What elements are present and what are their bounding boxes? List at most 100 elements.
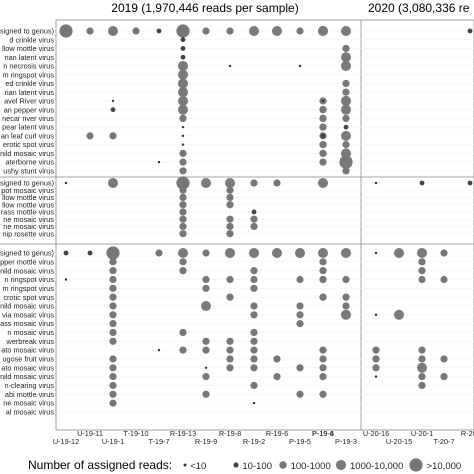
row-label: rass mottle virus <box>1 208 54 217</box>
data-point <box>179 114 187 122</box>
row-label: d crinkle virus <box>9 35 54 44</box>
data-point <box>250 311 258 319</box>
data-point <box>157 160 161 164</box>
row-label: crotic spot virus <box>3 293 54 302</box>
legend-swatch <box>183 463 187 467</box>
data-point <box>372 346 380 354</box>
data-point <box>341 248 351 258</box>
data-point <box>250 179 258 187</box>
data-point <box>418 381 426 390</box>
data-point <box>341 104 351 115</box>
data-point <box>109 132 117 140</box>
data-point <box>202 249 210 257</box>
row-label: n necrosis virus <box>3 62 54 71</box>
data-point <box>176 24 190 38</box>
data-point <box>179 201 187 209</box>
data-point <box>109 381 117 390</box>
x-tick-label: T-20-7 <box>433 437 454 446</box>
row-label: pear latent virus <box>2 123 54 132</box>
data-point <box>319 373 327 381</box>
data-point <box>319 114 327 122</box>
data-point <box>296 275 304 284</box>
data-point <box>250 215 258 223</box>
data-point <box>63 250 69 256</box>
data-point <box>374 181 378 185</box>
data-point <box>418 275 426 284</box>
data-point <box>109 267 117 275</box>
data-point <box>109 390 117 398</box>
row-label: erotic spot virus <box>3 140 54 149</box>
panel-dividers <box>0 176 474 245</box>
data-point <box>178 69 188 80</box>
data-point <box>202 27 210 35</box>
data-point <box>341 148 351 159</box>
row-label: nild mosaic virus <box>0 149 54 158</box>
row-label: ne mosaic virus <box>3 399 54 408</box>
data-point <box>273 179 281 187</box>
data-point <box>341 60 351 71</box>
legend-label: 10-100 <box>242 461 272 472</box>
row-label: ssigned to genus) <box>0 27 54 36</box>
row-label: an leaf curl virus <box>1 131 54 140</box>
data-point <box>179 258 187 266</box>
data-point <box>273 373 281 381</box>
data-point <box>226 201 234 209</box>
data-point <box>318 248 328 258</box>
data-point <box>440 249 448 257</box>
data-point <box>341 52 351 63</box>
data-point <box>109 337 117 345</box>
data-point <box>296 311 304 319</box>
data-point <box>226 293 234 301</box>
row-label: al mosaic virus <box>6 408 55 417</box>
legend-swatch <box>279 461 287 469</box>
data-point <box>341 309 351 320</box>
data-point <box>225 178 235 188</box>
data-point <box>341 130 351 141</box>
legend-swatch <box>233 462 239 468</box>
data-point <box>419 180 425 186</box>
data-point <box>394 248 404 258</box>
x-tick-label: U-19-11 <box>77 429 103 438</box>
data-point <box>418 355 426 363</box>
data-point <box>109 320 117 328</box>
data-point <box>372 364 380 372</box>
data-point <box>179 208 187 216</box>
data-point <box>319 258 327 266</box>
data-point <box>318 178 328 188</box>
data-point <box>319 293 327 301</box>
x-tick-label: R-19-13 <box>170 429 196 438</box>
data-point <box>179 193 187 202</box>
row-label: abi mottle virus <box>5 390 54 399</box>
data-point <box>467 28 473 34</box>
row-label: pper mottle virus <box>0 257 54 266</box>
row-label: aterborne virus <box>5 158 54 167</box>
data-point <box>86 132 94 140</box>
data-point <box>319 149 327 157</box>
row-label: ne mosaic virus <box>3 215 54 224</box>
legend-swatch <box>335 459 347 471</box>
data-point <box>178 87 188 98</box>
data-point <box>272 248 282 258</box>
data-point <box>250 346 258 354</box>
data-point <box>109 302 117 310</box>
data-point <box>226 222 234 231</box>
data-point <box>204 366 208 369</box>
data-point <box>249 26 259 36</box>
data-point <box>226 215 234 223</box>
data-point <box>178 248 188 258</box>
x-tick-label: U-20-1 <box>411 429 433 438</box>
data-point <box>440 355 448 363</box>
data-point <box>321 99 325 103</box>
row-label: llow mottle virus <box>2 193 54 202</box>
data-point <box>109 284 117 292</box>
data-point <box>179 328 187 337</box>
row-label: m ringspot virus <box>3 70 55 79</box>
data-point <box>110 107 116 113</box>
row-label: ugose fruit virus <box>2 355 54 364</box>
row-label: nip rosette virus <box>2 229 54 238</box>
x-tick-label: R-19-8 <box>219 429 241 438</box>
data-point <box>225 248 235 258</box>
data-point <box>250 381 258 390</box>
x-axis-labels: U-19-11 T-19-10 R-19-13 R-19-8 R-19-6 P-19-6P… <box>53 429 474 446</box>
